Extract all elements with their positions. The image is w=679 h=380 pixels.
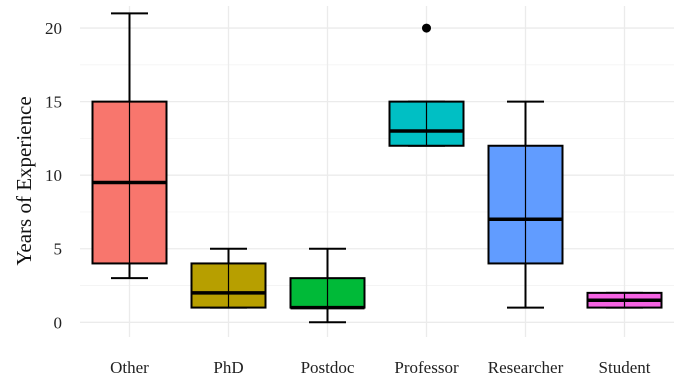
box-professor bbox=[388, 23, 465, 147]
box-phd bbox=[190, 247, 267, 309]
x-tick-label: Student bbox=[599, 358, 651, 377]
x-axis-ticks: Other PhD Postdoc Professor Researcher Studen… bbox=[110, 358, 651, 377]
x-tick-label: Other bbox=[110, 358, 149, 377]
y-tick-label: 15 bbox=[45, 93, 62, 112]
x-tick-label: Postdoc bbox=[301, 358, 355, 377]
y-tick-label: 0 bbox=[54, 313, 63, 332]
grid bbox=[80, 6, 674, 337]
box-researcher bbox=[487, 100, 564, 309]
box-postdoc bbox=[289, 247, 366, 324]
y-tick-label: 20 bbox=[45, 19, 62, 38]
x-tick-label: Professor bbox=[394, 358, 459, 377]
box-other bbox=[91, 12, 168, 280]
x-tick-label: PhD bbox=[213, 358, 243, 377]
boxes bbox=[91, 12, 663, 324]
y-axis-ticks: 0 5 10 15 20 bbox=[45, 19, 62, 332]
x-tick-label: Researcher bbox=[488, 358, 564, 377]
y-tick-label: 5 bbox=[54, 240, 63, 259]
box-student bbox=[586, 291, 663, 309]
y-axis-title: Years of Experience bbox=[12, 96, 36, 265]
outlier-point bbox=[422, 23, 431, 33]
y-tick-label: 10 bbox=[45, 166, 62, 185]
